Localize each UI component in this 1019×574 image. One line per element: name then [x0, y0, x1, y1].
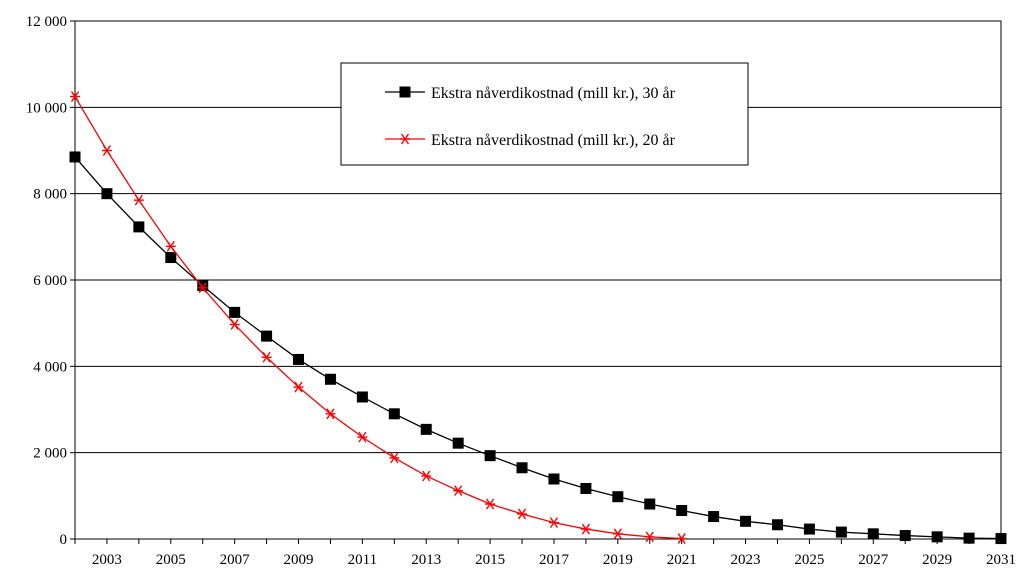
- series-20-ar: [70, 91, 687, 544]
- data-point: [485, 498, 496, 510]
- data-point: [133, 194, 144, 206]
- data-point: [644, 498, 656, 510]
- data-point: [453, 485, 464, 497]
- x-tick-label: 2003: [92, 552, 122, 568]
- x-tick-label: 2015: [475, 552, 505, 568]
- data-point: [325, 408, 336, 420]
- data-point: [516, 462, 528, 474]
- legend: Ekstra nåverdikostnad (mill kr.), 30 år E…: [340, 62, 749, 166]
- data-point: [452, 437, 464, 449]
- data-point: [771, 519, 783, 531]
- data-point: [676, 533, 687, 544]
- data-point: [740, 515, 752, 527]
- data-point: [803, 523, 815, 535]
- data-point: [612, 491, 624, 503]
- series-line: [74, 156, 1002, 540]
- x-tick-label: 2017: [539, 552, 570, 568]
- y-tick-label: 6 000: [33, 273, 67, 289]
- x-tick-label: 2029: [922, 552, 952, 568]
- data-point: [931, 531, 943, 543]
- data-point: [389, 452, 400, 464]
- data-point: [165, 240, 176, 252]
- data-point: [420, 423, 432, 435]
- y-tick-label: 8 000: [33, 187, 67, 203]
- data-point: [484, 450, 496, 462]
- data-point: [963, 532, 975, 544]
- legend-box: [340, 62, 749, 166]
- data-point: [421, 470, 432, 482]
- data-point: [133, 221, 145, 233]
- data-point: [708, 511, 720, 523]
- data-point: [580, 482, 592, 494]
- data-point: [229, 319, 240, 330]
- data-point: [229, 306, 241, 318]
- data-point: [357, 431, 368, 443]
- data-point: [676, 505, 688, 517]
- data-point: [517, 508, 528, 520]
- data-point: [261, 330, 273, 342]
- x-tick-label: 2025: [794, 552, 824, 568]
- data-point: [293, 353, 305, 365]
- legend-label: Ekstra nåverdikostnad (mill kr.), 20 år: [431, 132, 676, 149]
- data-point: [101, 188, 113, 200]
- x-tick-label: 2021: [667, 552, 697, 568]
- x-tick-label: 2019: [603, 552, 633, 568]
- data-point: [197, 282, 208, 294]
- x-tick-label: 2013: [411, 552, 441, 568]
- data-point: [867, 528, 879, 540]
- x-tick-label: 2005: [156, 552, 186, 568]
- data-point: [261, 351, 272, 363]
- legend-item: Ekstra nåverdikostnad (mill kr.), 20 år: [385, 132, 676, 149]
- data-point: [69, 151, 81, 163]
- legend-marker: [399, 86, 411, 98]
- data-point: [165, 252, 177, 264]
- x-tick-label: 2011: [348, 552, 377, 568]
- x-tick-label: 2023: [731, 552, 761, 568]
- legend-marker: [400, 133, 410, 145]
- data-point: [293, 381, 304, 393]
- x-tick-label: 2031: [986, 552, 1016, 568]
- series-line: [74, 96, 682, 540]
- data-point: [548, 473, 560, 485]
- data-point: [101, 145, 112, 156]
- x-tick-label: 2027: [858, 552, 889, 568]
- data-point: [899, 530, 911, 542]
- data-point: [70, 91, 80, 102]
- data-point: [580, 523, 591, 535]
- legend-label: Ekstra nåverdikostnad (mill kr.), 30 år: [431, 85, 676, 102]
- data-point: [612, 528, 623, 540]
- data-point: [644, 531, 655, 543]
- data-point: [388, 408, 400, 420]
- x-tick-label: 2009: [284, 552, 314, 568]
- y-tick-label: 2 000: [33, 446, 67, 462]
- data-point: [995, 533, 1007, 545]
- y-tick-label: 0: [60, 532, 68, 548]
- data-point: [356, 391, 368, 403]
- x-axis-ticks: 2003 2005 2007 2009 2011 2013 2015 2017 2019 2021…: [74, 539, 1016, 568]
- y-tick-label: 12 000: [26, 14, 67, 30]
- y-tick-label: 10 000: [26, 100, 67, 116]
- legend-item: Ekstra nåverdikostnad (mill kr.), 30 år: [385, 85, 676, 102]
- y-tick-label: 4 000: [33, 359, 67, 375]
- y-axis-ticks: 0 2 000 4 000 6 000 8 000 10 000 12 000: [26, 14, 75, 548]
- x-tick-label: 2007: [220, 552, 251, 568]
- series-group: [69, 91, 1007, 545]
- series-30-ar: [69, 151, 1007, 545]
- data-point: [835, 526, 847, 538]
- data-point: [197, 280, 209, 292]
- data-point: [324, 373, 336, 385]
- data-point: [548, 517, 559, 528]
